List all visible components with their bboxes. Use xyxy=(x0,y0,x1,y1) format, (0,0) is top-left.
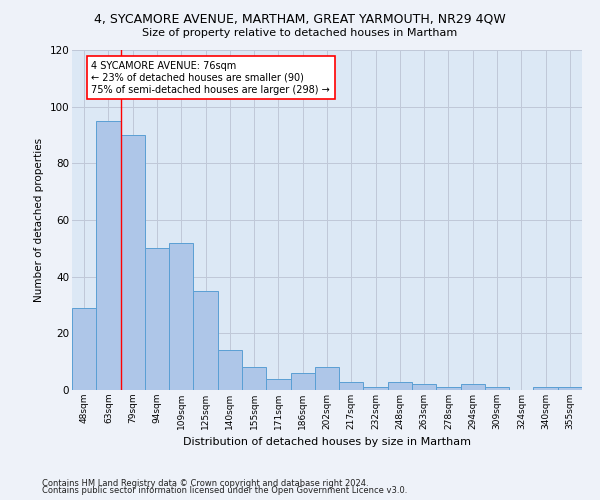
Bar xyxy=(364,387,388,390)
Bar xyxy=(290,373,315,390)
Bar xyxy=(558,387,582,390)
Bar xyxy=(242,368,266,390)
Bar xyxy=(121,135,145,390)
Bar xyxy=(412,384,436,390)
Bar xyxy=(533,387,558,390)
Text: 4 SYCAMORE AVENUE: 76sqm
← 23% of detached houses are smaller (90)
75% of semi-d: 4 SYCAMORE AVENUE: 76sqm ← 23% of detach… xyxy=(91,62,330,94)
Y-axis label: Number of detached properties: Number of detached properties xyxy=(34,138,44,302)
Text: 4, SYCAMORE AVENUE, MARTHAM, GREAT YARMOUTH, NR29 4QW: 4, SYCAMORE AVENUE, MARTHAM, GREAT YARMO… xyxy=(94,12,506,26)
Bar xyxy=(266,378,290,390)
Text: Contains HM Land Registry data © Crown copyright and database right 2024.: Contains HM Land Registry data © Crown c… xyxy=(42,478,368,488)
Text: Contains public sector information licensed under the Open Government Licence v3: Contains public sector information licen… xyxy=(42,486,407,495)
Text: Size of property relative to detached houses in Martham: Size of property relative to detached ho… xyxy=(142,28,458,38)
Bar xyxy=(339,382,364,390)
Bar xyxy=(315,368,339,390)
Bar xyxy=(461,384,485,390)
X-axis label: Distribution of detached houses by size in Martham: Distribution of detached houses by size … xyxy=(183,438,471,448)
Bar xyxy=(388,382,412,390)
Bar xyxy=(96,121,121,390)
Bar xyxy=(218,350,242,390)
Bar xyxy=(193,291,218,390)
Bar xyxy=(145,248,169,390)
Bar xyxy=(485,387,509,390)
Bar xyxy=(169,242,193,390)
Bar xyxy=(436,387,461,390)
Bar xyxy=(72,308,96,390)
